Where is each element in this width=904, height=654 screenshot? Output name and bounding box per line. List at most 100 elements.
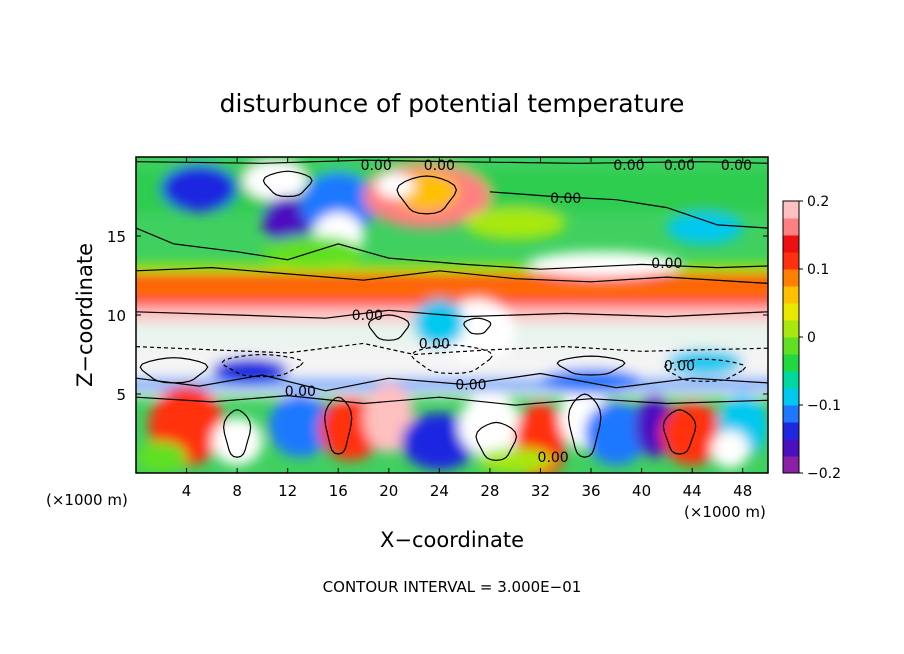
- contour-line: [262, 170, 313, 198]
- field-blob: [660, 401, 724, 466]
- contour-line: [136, 266, 768, 284]
- x-tick-label: 32: [531, 482, 550, 500]
- colorbar-segment: [783, 320, 799, 338]
- colorbar-segment: [783, 405, 799, 423]
- x-tick-label: 4: [182, 482, 192, 500]
- contour-line: [396, 175, 458, 215]
- contour-line: [222, 409, 252, 458]
- field-blob: [666, 349, 743, 376]
- colorbar-tick-label: 0: [807, 330, 816, 346]
- contour-label: 0.00: [613, 158, 644, 174]
- x-tick-label: 8: [232, 482, 242, 500]
- colorbar-segment: [783, 388, 799, 406]
- contour-labels: 0.00 0.00 0.00 0.00 0.00 0.00 0.00 0.00 0.00 0.00…: [285, 158, 752, 466]
- colorbar-segment: [783, 456, 799, 474]
- x-tick-label: 48: [733, 482, 752, 500]
- colorbar-tick-label: −0.1: [807, 398, 841, 414]
- colorbar-segment: [783, 252, 799, 270]
- x-tick-label: 16: [329, 482, 348, 500]
- y-tick-label: 5: [116, 386, 126, 404]
- field-blob: [268, 394, 332, 458]
- contour-line: [139, 357, 209, 384]
- colorbar-segment: [783, 269, 799, 287]
- colorbar: [782, 200, 800, 474]
- contour-line: [136, 309, 768, 319]
- x-unit-right: (×1000 m): [684, 503, 766, 521]
- colorbar-segment: [783, 371, 799, 389]
- contour-line: [567, 393, 602, 458]
- colorbar-segment: [783, 286, 799, 304]
- contour-line: [410, 344, 494, 375]
- contour-label: 0.00: [664, 158, 695, 174]
- field-blob: [136, 441, 187, 473]
- chart-title: disturbunce of potential temperature: [220, 89, 685, 118]
- contour-line: [136, 227, 768, 270]
- contour-label: 0.00: [651, 256, 682, 272]
- field-blob: [262, 196, 313, 244]
- field-blob: [161, 164, 238, 213]
- contour-line: [136, 394, 768, 406]
- x-tick-label: 12: [278, 482, 297, 500]
- colorbar-ticks: 0.2 0.1 0 −0.1 −0.2: [799, 194, 841, 482]
- contour-label: 0.00: [550, 191, 581, 207]
- colorbar-segment: [783, 218, 799, 236]
- contour-label: 0.00: [424, 158, 455, 174]
- field-blob: [300, 172, 377, 236]
- field-blob: [527, 251, 680, 278]
- contour-line: [136, 159, 768, 164]
- contour-label: 0.00: [361, 158, 392, 174]
- x-tick-label: 36: [581, 482, 600, 500]
- field-blob: [458, 394, 522, 458]
- contour-line: [663, 358, 747, 383]
- heatmap-field: [136, 157, 768, 473]
- contour-line: [475, 421, 518, 462]
- contour-label: 0.00: [285, 384, 316, 400]
- y-tick-label: 10: [107, 307, 126, 325]
- contour-interval-note: CONTOUR INTERVAL = 3.000E−01: [323, 578, 582, 596]
- contour-label: 0.00: [419, 336, 450, 352]
- field-blob: [666, 212, 743, 244]
- x-unit-left: (×1000 m): [46, 491, 128, 509]
- x-tick-label: 20: [379, 482, 398, 500]
- contour-line: [136, 342, 768, 356]
- field-blob: [477, 447, 554, 473]
- y-tick-label: 15: [107, 228, 126, 246]
- colorbar-tick-label: 0.1: [807, 262, 829, 278]
- contour-label: 0.00: [455, 378, 486, 394]
- contour-line: [136, 372, 768, 392]
- x-tick-label: 24: [430, 482, 449, 500]
- field-blob: [414, 299, 465, 347]
- colorbar-segment: [783, 354, 799, 372]
- x-axis-label: X−coordinate: [380, 528, 524, 552]
- colorbar-tick-label: −0.2: [807, 466, 841, 482]
- contour-line: [324, 396, 353, 455]
- contour-line: [221, 353, 304, 378]
- x-tick-label: 44: [683, 482, 702, 500]
- plot-area: 0.00 0.00 0.00 0.00 0.00 0.00 0.00 0.00 0.00 0.00…: [136, 157, 768, 473]
- contour-line: [367, 314, 410, 341]
- field-band: [136, 264, 768, 274]
- colorbar-segment: [783, 422, 799, 440]
- field-blob: [211, 417, 263, 466]
- colorbar-segment: [783, 439, 799, 457]
- field-blob: [711, 430, 750, 469]
- colorbar-segment: [783, 303, 799, 321]
- x-tick-label: 28: [480, 482, 499, 500]
- contour-label: 0.00: [352, 308, 383, 324]
- field-blob: [540, 368, 642, 394]
- field-blob: [401, 412, 478, 470]
- contour-line: [489, 191, 768, 229]
- colorbar-segment: [783, 337, 799, 355]
- x-tick-label: 40: [632, 482, 651, 500]
- field-blob: [464, 207, 566, 240]
- y-axis-label: Z−coordinate: [73, 243, 97, 387]
- colorbar-segment: [783, 201, 799, 219]
- contour-line: [463, 317, 492, 335]
- x-axis: 4 8 12 16 20 24 28 32 36 40 44 48: [182, 157, 752, 500]
- y-axis: 5 10 15: [107, 228, 768, 404]
- contour-lines: [136, 159, 768, 462]
- colorbar-tick-label: 0.2: [807, 194, 829, 210]
- contour-label: 0.00: [721, 158, 752, 174]
- contour-label: 0.00: [538, 450, 569, 466]
